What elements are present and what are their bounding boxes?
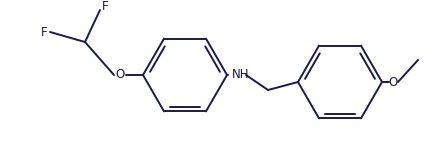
Text: O: O	[115, 69, 125, 81]
Text: NH: NH	[232, 69, 249, 81]
Text: O: O	[388, 75, 398, 88]
Text: F: F	[41, 26, 48, 39]
Text: F: F	[102, 0, 109, 12]
